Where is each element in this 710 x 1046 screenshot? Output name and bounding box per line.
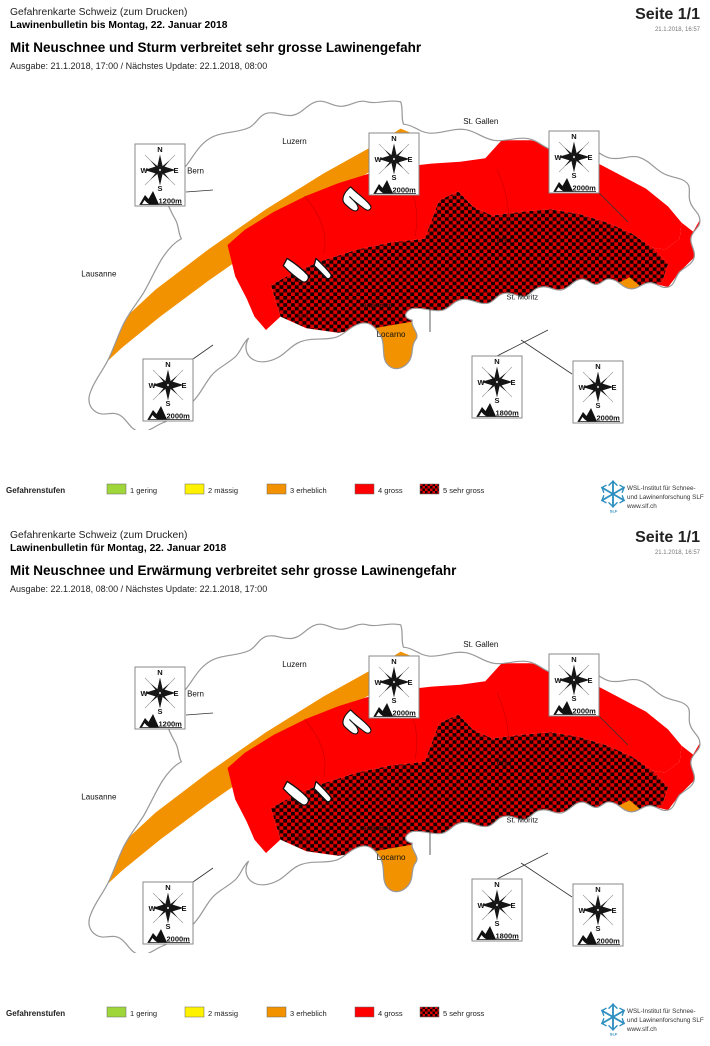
svg-text:N: N xyxy=(571,655,576,664)
svg-text:SLF: SLF xyxy=(610,509,618,514)
svg-text:N: N xyxy=(157,145,162,154)
svg-text:E: E xyxy=(510,378,515,387)
svg-text:S: S xyxy=(571,171,576,180)
svg-text:2 mässig: 2 mässig xyxy=(208,486,238,495)
svg-text:4 gross: 4 gross xyxy=(378,1009,403,1018)
svg-text:W: W xyxy=(374,678,382,687)
svg-text:N: N xyxy=(157,668,162,677)
svg-text:E: E xyxy=(587,676,592,685)
svg-text:5 sehr gross: 5 sehr gross xyxy=(443,486,485,495)
svg-text:Andermatt: Andermatt xyxy=(362,826,392,833)
svg-text:W: W xyxy=(140,166,148,175)
svg-text:St. Moritz: St. Moritz xyxy=(507,293,539,302)
svg-text:S: S xyxy=(595,401,600,410)
svg-text:W: W xyxy=(148,381,156,390)
svg-text:www.slf.ch: www.slf.ch xyxy=(626,1026,657,1033)
svg-text:4 gross: 4 gross xyxy=(378,486,403,495)
svg-text:Lausanne: Lausanne xyxy=(81,792,117,801)
svg-text:WSL-Institut für Schnee-: WSL-Institut für Schnee- xyxy=(627,1008,696,1015)
svg-text:SLF: SLF xyxy=(610,1032,618,1037)
svg-text:St. Gallen: St. Gallen xyxy=(463,640,498,649)
svg-text:St. Gallen: St. Gallen xyxy=(463,117,498,126)
svg-text:Chur: Chur xyxy=(497,237,513,244)
svg-text:N: N xyxy=(571,132,576,141)
svg-text:Bern: Bern xyxy=(187,166,204,175)
svg-text:Locarno: Locarno xyxy=(377,330,406,339)
svg-text:S: S xyxy=(391,173,396,182)
svg-text:E: E xyxy=(173,166,178,175)
svg-text:W: W xyxy=(148,904,156,913)
svg-text:N: N xyxy=(494,357,499,366)
svg-text:E: E xyxy=(181,904,186,913)
svg-text:S: S xyxy=(157,184,162,193)
svg-text:Sion: Sion xyxy=(296,837,308,843)
svg-text:S: S xyxy=(494,919,499,928)
svg-text:3 erheblich: 3 erheblich xyxy=(290,1009,327,1018)
svg-text:Bern: Bern xyxy=(187,689,204,698)
svg-text:W: W xyxy=(554,153,562,162)
svg-text:WSL-Institut für Schnee-: WSL-Institut für Schnee- xyxy=(627,485,696,492)
svg-text:1200m: 1200m xyxy=(159,197,183,206)
svg-text:E: E xyxy=(611,383,616,392)
svg-text:N: N xyxy=(391,657,396,666)
svg-text:E: E xyxy=(173,689,178,698)
svg-text:St. Moritz: St. Moritz xyxy=(507,816,539,825)
svg-text:1200m: 1200m xyxy=(159,720,183,729)
svg-text:2000m: 2000m xyxy=(167,935,191,944)
svg-text:E: E xyxy=(407,155,412,164)
svg-text:Luzern: Luzern xyxy=(282,137,306,146)
svg-text:S: S xyxy=(391,696,396,705)
svg-text:1 gering: 1 gering xyxy=(130,1009,157,1018)
svg-text:und Lawinenforschung SLF: und Lawinenforschung SLF xyxy=(627,1017,704,1024)
svg-text:2000m: 2000m xyxy=(573,707,597,716)
svg-text:W: W xyxy=(477,901,485,910)
svg-text:N: N xyxy=(165,360,170,369)
svg-text:2000m: 2000m xyxy=(393,186,417,195)
svg-text:Andermatt: Andermatt xyxy=(362,303,392,310)
svg-text:S: S xyxy=(595,924,600,933)
svg-text:Gefahrenstufen: Gefahrenstufen xyxy=(6,486,65,495)
svg-text:W: W xyxy=(578,383,586,392)
svg-text:W: W xyxy=(374,155,382,164)
svg-text:N: N xyxy=(165,883,170,892)
svg-text:Luzern: Luzern xyxy=(282,660,306,669)
svg-text:S: S xyxy=(157,707,162,716)
svg-text:1 gering: 1 gering xyxy=(130,486,157,495)
svg-text:W: W xyxy=(140,689,148,698)
svg-text:1800m: 1800m xyxy=(496,932,520,941)
svg-text:Sion: Sion xyxy=(296,314,308,320)
svg-text:W: W xyxy=(477,378,485,387)
svg-text:E: E xyxy=(407,678,412,687)
svg-text:W: W xyxy=(554,676,562,685)
svg-text:S: S xyxy=(494,396,499,405)
svg-text:Locarno: Locarno xyxy=(377,853,406,862)
svg-text:und Lawinenforschung SLF: und Lawinenforschung SLF xyxy=(627,494,704,501)
svg-text:E: E xyxy=(181,381,186,390)
svg-text:2 mässig: 2 mässig xyxy=(208,1009,238,1018)
svg-text:2000m: 2000m xyxy=(167,412,191,421)
svg-text:Gefahrenstufen: Gefahrenstufen xyxy=(6,1009,65,1018)
svg-text:2000m: 2000m xyxy=(597,414,621,423)
svg-text:E: E xyxy=(587,153,592,162)
svg-text:Chur: Chur xyxy=(497,760,513,767)
svg-text:S: S xyxy=(165,399,170,408)
svg-text:2000m: 2000m xyxy=(597,937,621,946)
svg-text:3 erheblich: 3 erheblich xyxy=(290,486,327,495)
svg-text:W: W xyxy=(578,906,586,915)
svg-text:2000m: 2000m xyxy=(573,184,597,193)
svg-text:www.slf.ch: www.slf.ch xyxy=(626,503,657,510)
svg-text:E: E xyxy=(611,906,616,915)
svg-text:2000m: 2000m xyxy=(393,709,417,718)
svg-text:5 sehr gross: 5 sehr gross xyxy=(443,1009,485,1018)
svg-text:S: S xyxy=(571,694,576,703)
svg-text:N: N xyxy=(595,885,600,894)
svg-text:Lausanne: Lausanne xyxy=(81,269,117,278)
svg-text:N: N xyxy=(391,134,396,143)
svg-text:N: N xyxy=(494,880,499,889)
svg-text:N: N xyxy=(595,362,600,371)
svg-text:E: E xyxy=(510,901,515,910)
svg-text:1800m: 1800m xyxy=(496,409,520,418)
svg-text:S: S xyxy=(165,922,170,931)
